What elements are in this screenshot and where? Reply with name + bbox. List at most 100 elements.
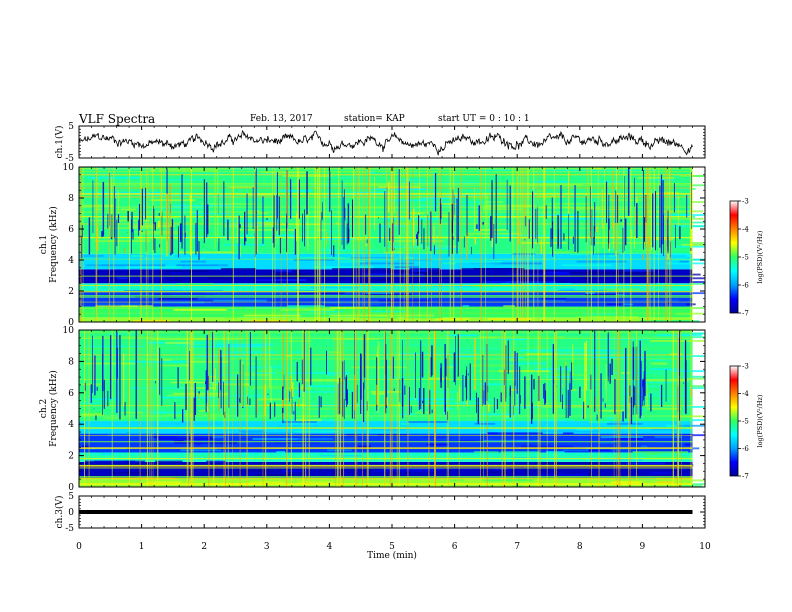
y-tick-label: 2 [68,287,74,297]
psd-cell [330,240,370,243]
psd-cell [540,201,586,203]
y-tick-label: 0 [68,508,74,518]
psd-cell [178,251,235,254]
psd-cell [563,449,589,452]
psd-cell [485,471,509,474]
psd-cell [165,341,195,344]
psd-cell [560,217,608,220]
psd-cell [177,439,184,442]
psd-cell [145,210,205,213]
psd-cell [671,375,705,378]
psd-cell [362,404,403,406]
psd-cell [306,230,341,233]
psd-cell [689,242,705,244]
psd-cell [611,343,673,346]
psd-cell [536,195,565,198]
x-tick-label: 0 [76,542,82,552]
psd-cell [180,449,222,452]
psd-cell [635,249,653,252]
psd-cell [147,253,177,256]
psd-cell [547,430,598,433]
psd-cell [122,247,169,250]
psd-cell [397,413,417,416]
spectrogram-ylabel-frequency: Frequency (kHz) [48,206,59,283]
psd-cell [257,398,295,401]
psd-cell [511,456,552,459]
colorbar-tick-label: -4 [742,226,749,234]
psd-cell [297,481,334,484]
psd-cell [493,171,531,174]
psd-cell [657,191,679,194]
psd-cell [577,396,586,399]
psd-cell [193,173,226,176]
psd-cell [276,451,286,454]
psd-cell [540,318,593,321]
psd-cell [400,175,432,177]
psd-cell [598,180,624,183]
psd-cell [87,286,95,289]
psd-cell [246,434,268,437]
psd-cell [504,258,550,261]
psd-cell [286,372,351,374]
psd-cell [387,247,430,250]
psd-cell [511,468,525,471]
psd-cell [225,316,238,319]
psd-cell [264,357,278,359]
psd-cell [109,413,148,416]
psd-cell [569,271,630,274]
psd-cell [274,377,280,380]
psd-cell [330,417,352,420]
psd-cell [191,454,240,457]
colorbar-label: log(PSD)(V²/Hz) [756,394,764,447]
psd-cell [246,212,268,215]
psd-cell [237,229,296,231]
psd-cell [656,253,691,256]
psd-cell [427,279,432,282]
psd-band [79,283,693,291]
psd-cell [459,439,476,442]
ch1-trace [78,129,693,156]
psd-cell [547,362,606,365]
psd-cell [613,377,630,380]
psd-cell [668,221,705,224]
psd-cell [689,282,705,285]
psd-cell [615,294,625,296]
psd-cell [307,385,345,388]
psd-cell [557,312,582,315]
psd-cell [562,432,574,435]
psd-cell [230,394,269,397]
psd-cell [483,208,524,211]
psd-cell [120,305,153,308]
psd-cell [516,439,529,442]
psd-cell [426,288,447,291]
psd-cell [309,310,344,313]
psd-cell [490,214,504,216]
psd-cell [244,373,269,376]
psd-cell [637,176,675,179]
ch1-colorbar: -3 -4 -5 -6 -7 log(PSD)(V²/Hz) [729,198,764,318]
psd-cell [101,210,151,213]
psd-cell [113,471,149,474]
psd-cell [342,301,389,304]
psd-cell [363,279,390,282]
psd-cell [216,400,252,403]
psd-cell [468,398,492,401]
psd-cell [314,249,377,252]
psd-cell [551,227,614,229]
psd-cell [200,202,265,205]
psd-cell [274,441,321,444]
psd-cell [265,273,308,276]
psd-cell [357,445,372,448]
psd-cell [675,208,680,211]
psd-cell [686,303,696,306]
psd-cell [134,186,164,189]
x-tick-label: 10 [699,542,711,552]
psd-cell [288,178,339,181]
psd-cell [107,434,152,437]
psd-cell [279,189,312,192]
psd-cell [286,443,310,446]
psd-cell [639,320,693,322]
psd-cell [586,405,650,408]
psd-cell [623,303,634,306]
psd-cell [101,208,121,211]
